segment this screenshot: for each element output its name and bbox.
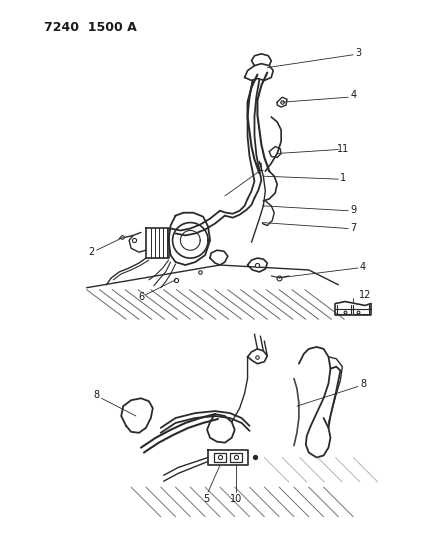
Text: 1: 1 [340,173,346,183]
Text: 4: 4 [350,90,356,100]
Text: 12: 12 [359,289,371,300]
Text: 8: 8 [93,390,100,400]
Text: 3: 3 [355,48,361,58]
Text: 7240  1500 A: 7240 1500 A [44,21,137,34]
Text: 8: 8 [360,379,366,390]
Text: 11: 11 [337,143,349,154]
Text: 5: 5 [203,494,209,504]
Text: 7: 7 [350,222,356,232]
Text: 10: 10 [229,494,242,504]
Text: 2: 2 [89,247,95,257]
Text: 1: 1 [259,163,265,173]
Text: 6: 6 [138,292,144,302]
Text: 9: 9 [350,205,356,215]
Text: 4: 4 [360,262,366,272]
